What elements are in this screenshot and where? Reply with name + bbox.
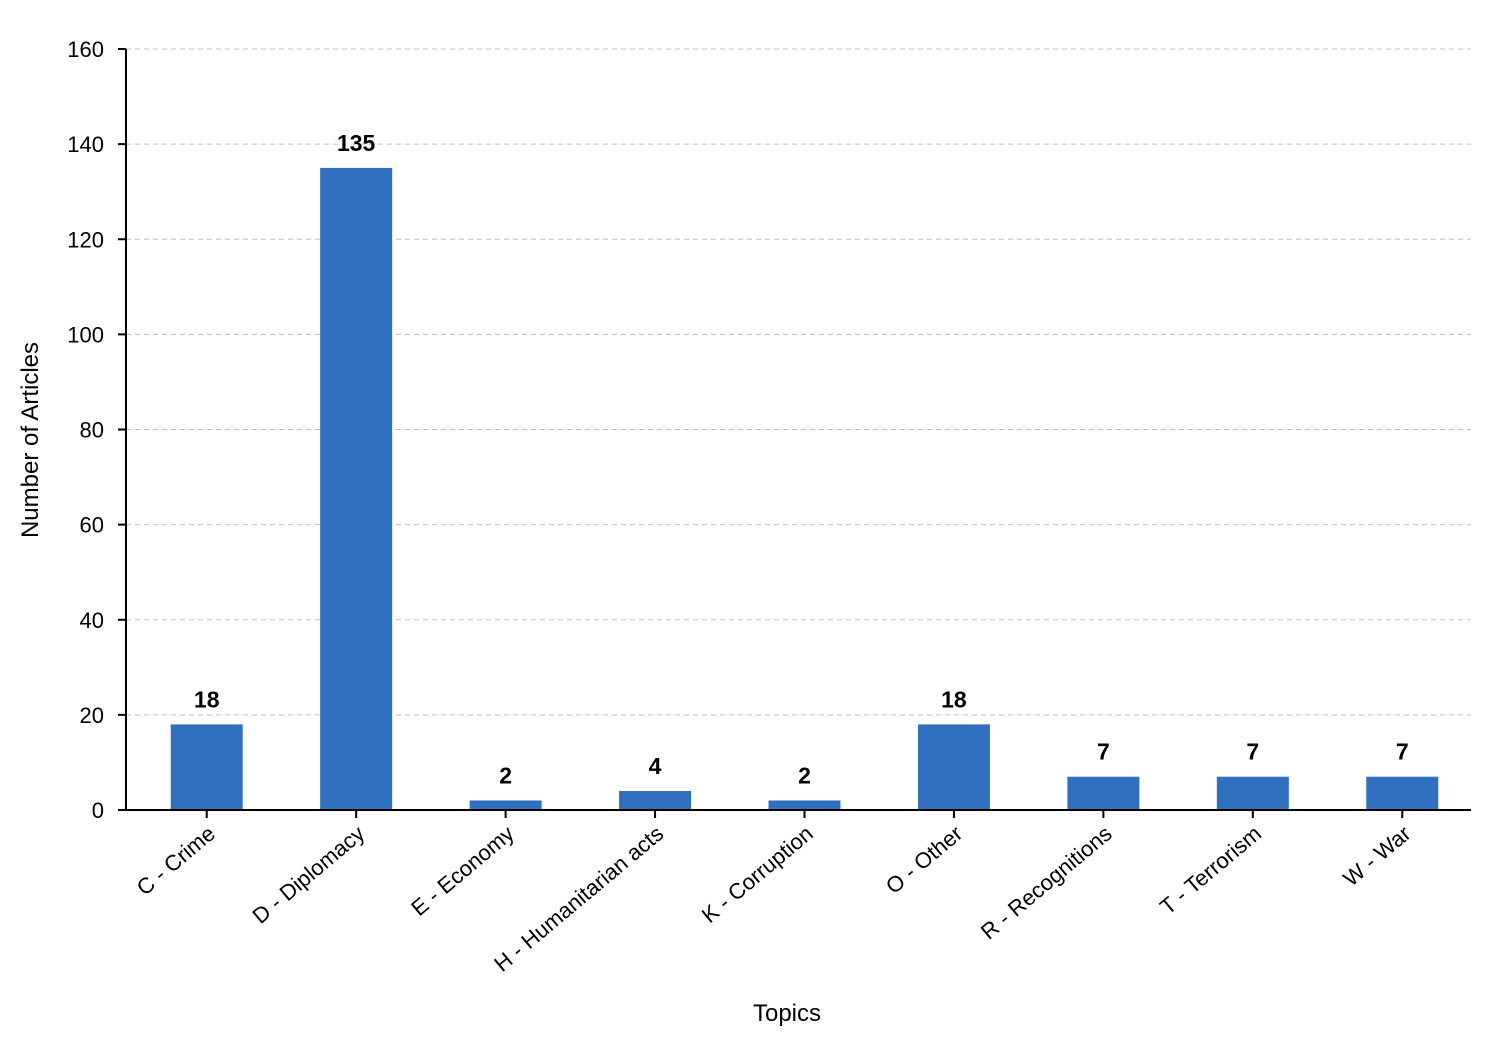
y-tick-label: 80 — [80, 418, 104, 443]
data-label: 135 — [337, 130, 376, 156]
bar — [1366, 776, 1439, 810]
bar — [768, 800, 841, 810]
y-tick-label: 160 — [67, 37, 104, 62]
bar — [917, 724, 990, 810]
x-tick-label: R - Recognitions — [976, 821, 1117, 945]
y-tick-label: 140 — [67, 132, 104, 157]
y-tick-label: 0 — [92, 798, 104, 823]
x-tick-label: D - Diplomacy — [247, 821, 369, 929]
data-label: 7 — [1097, 739, 1110, 765]
bar — [1216, 776, 1289, 810]
y-tick-label: 120 — [67, 227, 104, 252]
x-axis-label: Topics — [753, 1000, 821, 1027]
bars — [170, 167, 1439, 810]
data-label: 7 — [1396, 739, 1409, 765]
x-tick-label: E - Economy — [406, 821, 519, 921]
data-labels: 18 135 2 4 2 18 7 7 7 — [194, 130, 1409, 789]
data-label: 4 — [649, 753, 662, 779]
y-axis-label: Number of Articles — [17, 342, 44, 538]
data-label: 2 — [499, 762, 512, 788]
y-tick-labels: 0 20 40 60 80 100 120 140 160 — [67, 37, 104, 823]
x-tick-label: T - Terrorism — [1155, 821, 1266, 920]
bar — [619, 790, 692, 810]
axes — [118, 48, 1471, 818]
bar — [469, 800, 542, 810]
data-label: 18 — [941, 686, 967, 712]
gridlines — [126, 48, 1471, 716]
data-label: 2 — [798, 762, 811, 788]
x-tick-label: C - Crime — [132, 821, 220, 901]
y-tick-label: 100 — [67, 322, 104, 347]
y-tick-label: 40 — [80, 608, 104, 633]
x-tick-label: W - War — [1338, 821, 1415, 891]
bar — [320, 167, 393, 810]
bar — [170, 724, 243, 810]
bar — [1067, 776, 1140, 810]
data-label: 18 — [194, 686, 220, 712]
x-tick-label: O - Other — [881, 821, 967, 899]
y-tick-label: 60 — [80, 513, 104, 538]
y-tick-label: 20 — [80, 703, 104, 728]
x-tick-label: H - Humanitarian acts — [489, 821, 668, 977]
data-label: 7 — [1246, 739, 1259, 765]
x-tick-label: K - Corruption — [697, 821, 818, 928]
